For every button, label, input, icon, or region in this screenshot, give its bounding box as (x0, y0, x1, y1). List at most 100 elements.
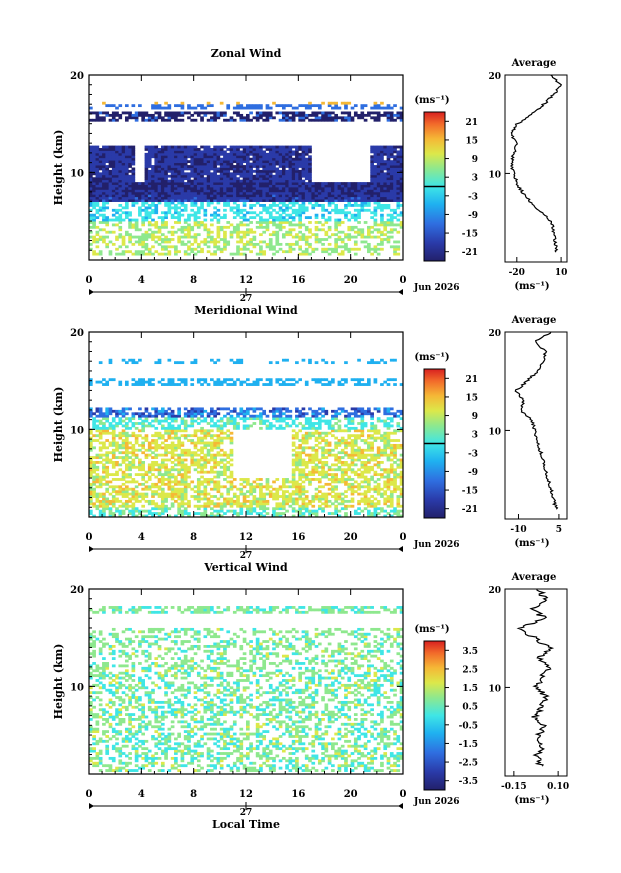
heatmap-cell (203, 191, 208, 195)
heatmap-cell (105, 414, 110, 418)
heatmap-cell (144, 184, 149, 188)
heatmap-cell (121, 429, 126, 433)
heatmap-cell (187, 235, 191, 239)
heatmap-cell (249, 490, 253, 494)
heatmap-cell (252, 507, 257, 511)
heatmap-cell (183, 157, 188, 161)
heatmap-cell (268, 174, 273, 178)
heatmap-cell (167, 431, 172, 435)
heatmap-cell (262, 177, 267, 181)
heatmap-cell (278, 247, 283, 251)
heatmap-cell (272, 155, 276, 159)
heatmap-cell (291, 189, 296, 193)
heatmap-cell (219, 189, 224, 193)
profile-frame (504, 74, 568, 263)
heatmap-cell (203, 512, 208, 515)
heatmap-cell (196, 233, 201, 237)
heatmap-cell (353, 204, 358, 207)
heatmap-cell (236, 206, 240, 210)
heatmap-cell (278, 417, 283, 421)
heatmap-cell (337, 106, 342, 110)
heatmap-cell (275, 172, 280, 176)
heatmap-cell (105, 174, 110, 178)
heatmap-cell (151, 463, 155, 467)
heatmap-cell (102, 378, 106, 382)
heatmap-cell (213, 414, 217, 418)
heatmap-cell (317, 118, 322, 122)
heatmap-cell (167, 507, 172, 511)
heatmap-cell (278, 419, 283, 423)
heatmap-cell (141, 475, 145, 479)
x-tick-label: 16 (291, 275, 305, 286)
heatmap-cell (115, 196, 119, 200)
heatmap-cell (210, 230, 214, 234)
heatmap-cell (223, 201, 227, 205)
heatmap-cell (288, 152, 293, 156)
heatmap-cell (324, 208, 329, 212)
heatmap-cell (196, 492, 201, 496)
heatmap-cell (252, 165, 257, 168)
heatmap-cell (210, 453, 214, 457)
heatmap-cell (203, 152, 208, 156)
heatmap-cell (249, 238, 253, 241)
heatmap-cell (144, 167, 149, 171)
heatmap-cell (144, 216, 149, 220)
heatmap-cell (262, 199, 267, 202)
heatmap-cell (121, 456, 126, 459)
heatmap-cell (118, 145, 123, 149)
heatmap-cell (144, 189, 149, 193)
heatmap-cell (98, 499, 103, 503)
heatmap-cell (278, 228, 283, 232)
heatmap-cell (389, 174, 394, 178)
heatmap-cell (144, 448, 149, 452)
heatmap-cell (151, 424, 155, 428)
heatmap-cell (203, 443, 208, 447)
heatmap-cell (151, 186, 155, 190)
heatmap-cell (285, 191, 289, 195)
heatmap-cell (255, 504, 260, 508)
heatmap-cell (246, 407, 250, 411)
heatmap-cell (89, 412, 93, 416)
heatmap-cell (147, 512, 152, 515)
heatmap-cell (396, 155, 401, 159)
heatmap-cell (89, 468, 93, 472)
heatmap-cell (278, 514, 283, 518)
heatmap-cell (98, 150, 103, 154)
heatmap-cell (288, 247, 293, 251)
heatmap-cell (174, 199, 178, 202)
heatmap-cell (331, 118, 335, 122)
heatmap-cell (118, 492, 123, 496)
heatmap-cell (272, 414, 276, 418)
heatmap-cell (399, 182, 404, 185)
heatmap-cell (219, 145, 224, 149)
heatmap-cell (255, 407, 260, 411)
heatmap-cell (167, 118, 172, 122)
heatmap-cell (239, 194, 244, 198)
heatmap-cell (298, 152, 302, 156)
heatmap-cell (291, 480, 296, 484)
heatmap-cell (95, 152, 100, 156)
heatmap-cell (216, 426, 221, 430)
heatmap-cell (131, 201, 136, 205)
heatmap-cell (151, 465, 155, 469)
heatmap-cell (111, 189, 116, 193)
heatmap-cell (314, 186, 319, 190)
heatmap-cell (89, 221, 93, 224)
heatmap-cell (89, 165, 93, 168)
heatmap-cell (259, 485, 263, 489)
heatmap-cell (380, 204, 384, 207)
heatmap-cell (393, 208, 397, 212)
heatmap-cell (278, 424, 283, 428)
heatmap-cell (200, 504, 204, 508)
heatmap-cell (200, 448, 204, 452)
heatmap-cell (275, 417, 280, 421)
heatmap-cell (131, 150, 136, 154)
heatmap-cell (151, 230, 155, 234)
heatmap-cell (219, 184, 224, 188)
heatmap-cell (180, 225, 185, 229)
heatmap-cell (321, 238, 325, 241)
heatmap-cell (295, 407, 299, 411)
heatmap-cell (236, 111, 240, 115)
heatmap-cell (147, 453, 152, 457)
heatmap-cell (363, 204, 368, 207)
